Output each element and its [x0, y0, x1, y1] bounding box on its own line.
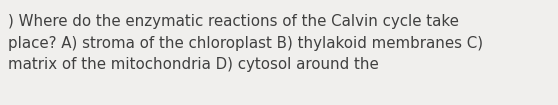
Text: ) Where do the enzymatic reactions of the Calvin cycle take
place? A) stroma of : ) Where do the enzymatic reactions of th…	[8, 14, 483, 72]
